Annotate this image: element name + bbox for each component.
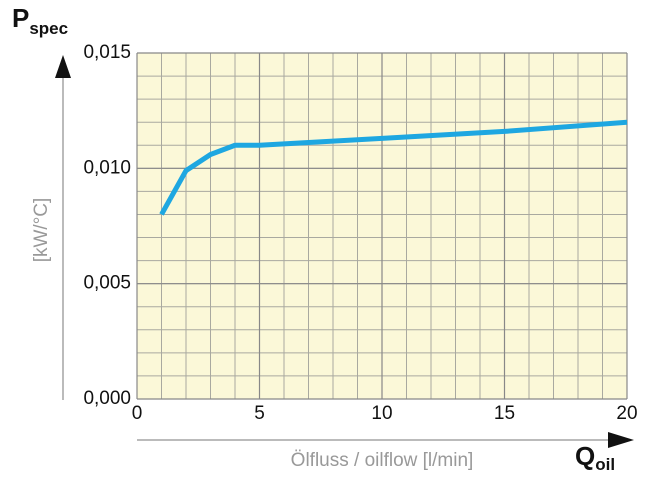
x-axis-symbol: Qoil (575, 441, 615, 475)
x-tick-label: 5 (254, 403, 265, 424)
x-axis-title: Ölfluss / oilflow [l/min] (291, 450, 474, 471)
y-tick-label: 0,015 (83, 42, 131, 63)
y-symbol: P (12, 3, 29, 33)
y-tick-label: 0,005 (83, 273, 131, 294)
x-tick-label: 0 (132, 403, 143, 424)
y-tick-label: 0,010 (83, 157, 131, 178)
y-axis-symbol: Pspec (12, 3, 68, 39)
x-axis-arrow (608, 432, 634, 448)
x-tick-label: 10 (371, 403, 392, 424)
y-subscript: spec (29, 19, 68, 38)
x-symbol: Q (575, 441, 595, 471)
x-tick-label: 15 (494, 403, 515, 424)
x-tick-label: 20 (616, 403, 637, 424)
y-axis-unit: [kW/°C] (31, 198, 52, 263)
y-axis-arrow (55, 55, 71, 78)
data-line (159, 119, 628, 216)
x-subscript: oil (595, 455, 615, 474)
y-tick-label: 0,000 (83, 388, 131, 409)
